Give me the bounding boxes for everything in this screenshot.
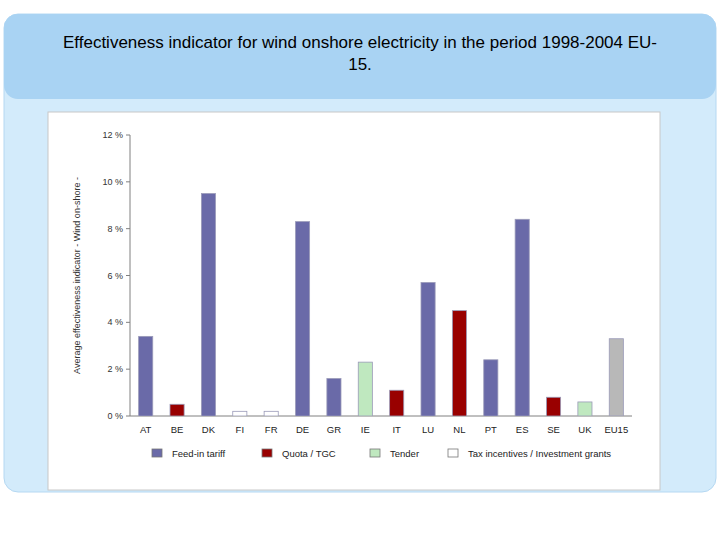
legend-label: Tax incentives / Investment grants xyxy=(468,448,611,459)
x-tick-label: SE xyxy=(547,424,560,435)
legend-swatch xyxy=(370,449,380,457)
y-tick xyxy=(126,275,130,276)
legend-swatch xyxy=(262,449,272,457)
y-tick-label: 8 % xyxy=(107,224,123,234)
y-tick-label: 2 % xyxy=(107,364,123,374)
bar xyxy=(327,379,341,416)
bar xyxy=(170,404,184,416)
bar xyxy=(515,219,529,416)
outer-panel xyxy=(4,14,716,492)
x-tick-label: UK xyxy=(578,424,592,435)
x-tick-label: LU xyxy=(422,424,434,435)
legend-label: Quota / TGC xyxy=(282,448,336,459)
y-axis-label: Average effectiveness indicator - Wind o… xyxy=(72,177,82,374)
stage: {"chart_data": {"type": "bar", "title": … xyxy=(0,0,720,540)
x-tick-label: PT xyxy=(485,424,497,435)
x-tick-label: EU15 xyxy=(604,424,628,435)
chart-panel xyxy=(48,112,660,490)
bar xyxy=(609,339,623,416)
bar xyxy=(547,397,561,416)
y-tick xyxy=(126,135,130,136)
bar xyxy=(390,390,404,416)
x-tick-label: IE xyxy=(361,424,370,435)
x-tick-label: FR xyxy=(265,424,278,435)
x-tick-label: IT xyxy=(392,424,401,435)
x-tick-label: FI xyxy=(236,424,244,435)
bar xyxy=(233,411,247,416)
x-tick-label: NL xyxy=(453,424,465,435)
y-tick xyxy=(126,416,130,417)
y-tick xyxy=(126,322,130,323)
bar xyxy=(421,283,435,416)
x-tick-label: BE xyxy=(171,424,184,435)
x-tick-label: DK xyxy=(202,424,216,435)
y-tick xyxy=(126,228,130,229)
bar xyxy=(139,336,153,416)
bar xyxy=(296,222,310,416)
bar xyxy=(578,402,592,416)
y-tick xyxy=(126,369,130,370)
y-tick-label: 4 % xyxy=(107,317,123,327)
legend-swatch xyxy=(152,449,162,457)
x-tick-label: ES xyxy=(516,424,529,435)
legend-label: Feed-in tariff xyxy=(172,448,226,459)
y-tick-label: 10 % xyxy=(102,177,123,187)
bar xyxy=(358,362,372,416)
chart-svg: 0 % 2 % 4 % 6 % 8 % 10 % 12 % Average effective… xyxy=(0,0,720,540)
x-tick-label: DE xyxy=(296,424,309,435)
x-tick-label: AT xyxy=(140,424,152,435)
legend-label: Tender xyxy=(390,448,419,459)
bar xyxy=(452,311,466,416)
y-tick-label: 6 % xyxy=(107,271,123,281)
header-panel xyxy=(4,14,716,99)
legend-swatch xyxy=(448,449,458,457)
x-tick-label: GR xyxy=(327,424,341,435)
bar xyxy=(484,360,498,416)
bars xyxy=(139,194,624,416)
y-tick-label: 12 % xyxy=(102,130,123,140)
y-tick xyxy=(126,181,130,182)
bar xyxy=(264,411,278,416)
title: Effectiveness indicator for wind onshore… xyxy=(60,32,660,76)
y-tick-label: 0 % xyxy=(107,411,123,421)
bar xyxy=(201,194,215,416)
